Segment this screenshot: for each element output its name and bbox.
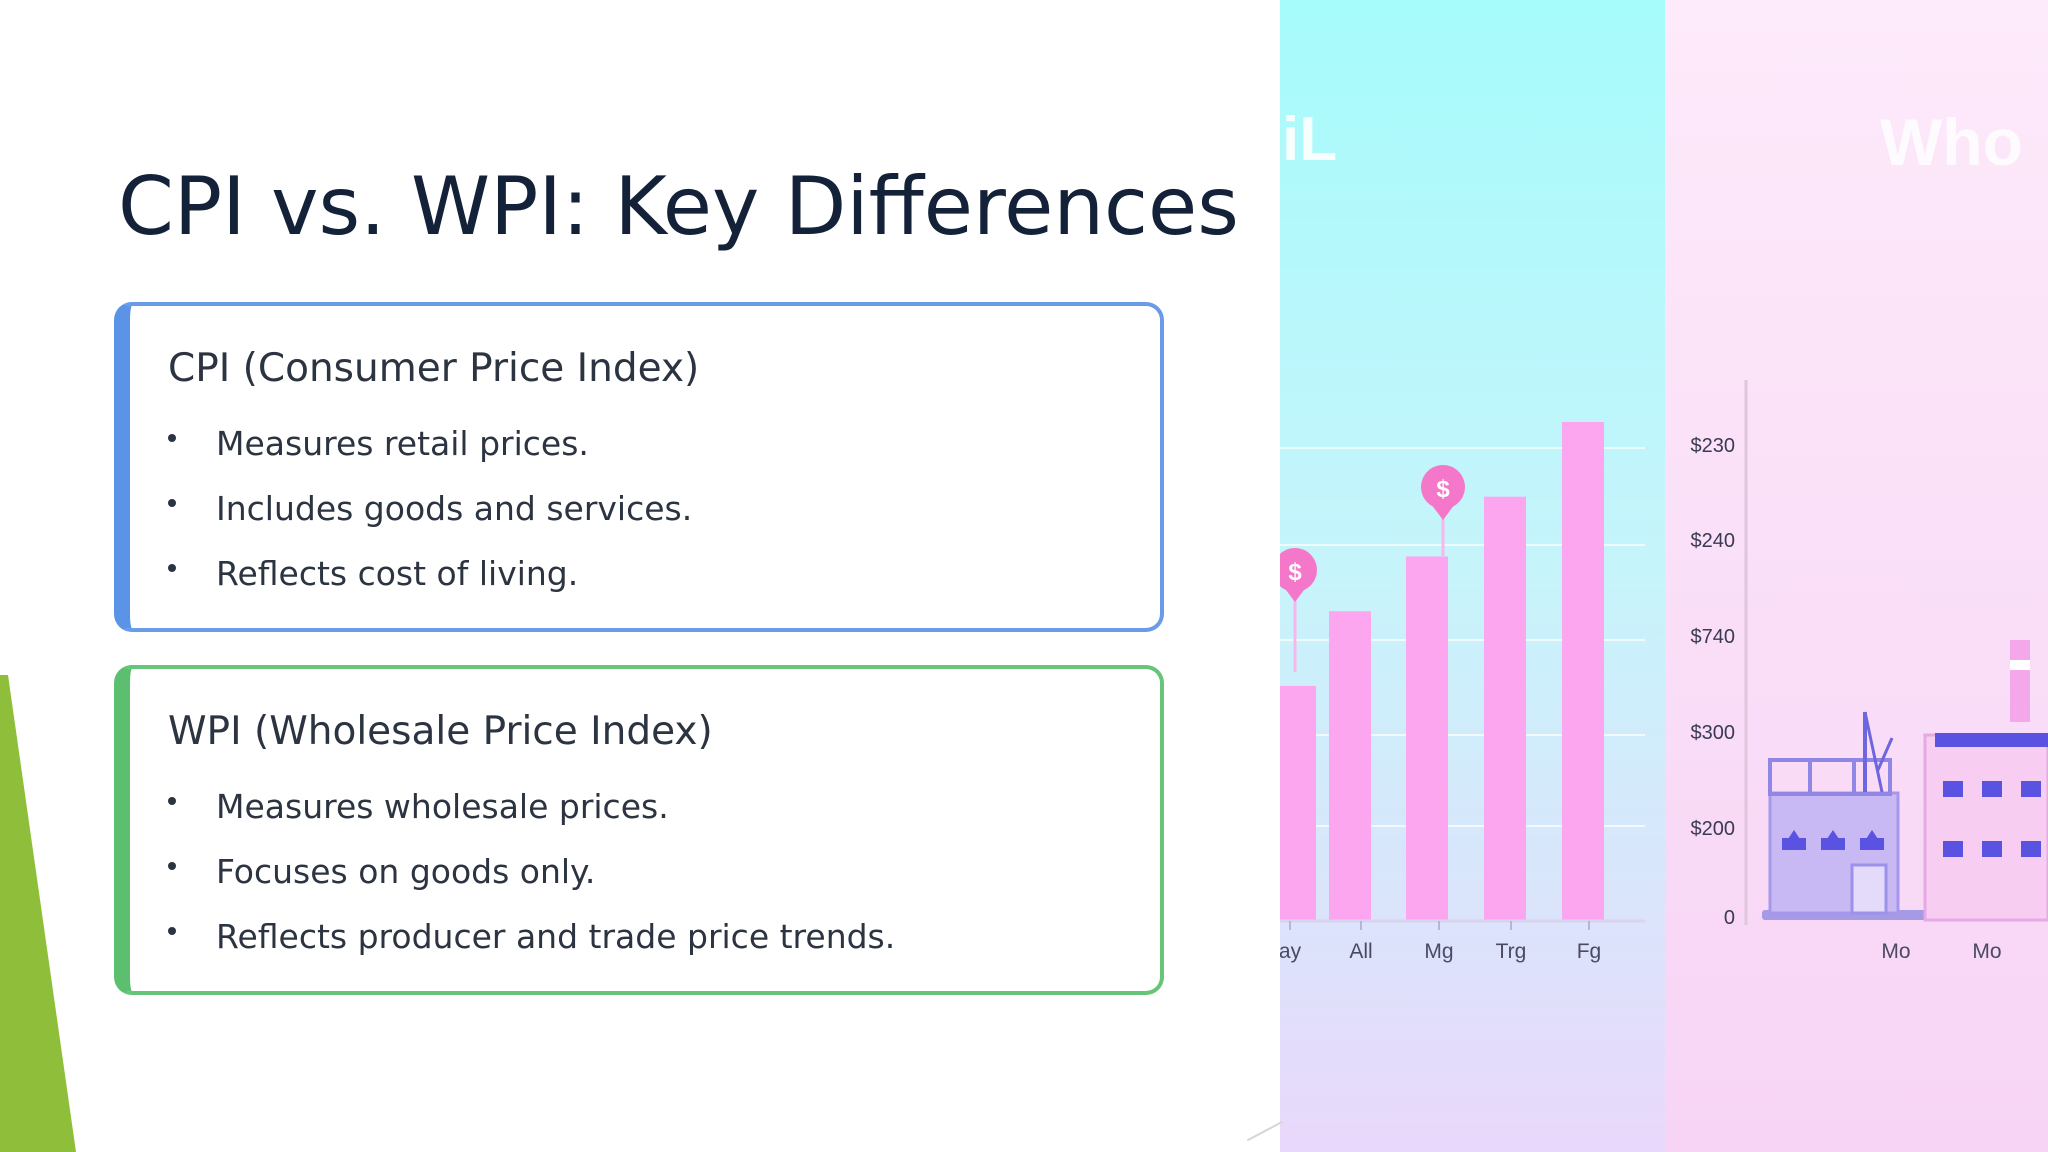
wholesale-y-tick-label: $300 [1691,722,1736,744]
warehouse-illustration [1762,711,1962,920]
wholesale-x-tick-label: Mo [1881,940,1910,963]
wholesale-y-tick-label: $200 [1691,818,1736,840]
cpi-bullet: Includes goods and services. [168,489,692,554]
wholesale-chart-x-labels: Mo Mo [1881,940,2001,963]
cpi-bullet: Reflects cost of living. [168,554,692,619]
factory-illustration [1923,640,2048,922]
wholesale-y-tick-label: 0 [1724,907,1735,929]
retail-x-tick-label: Fg [1577,940,1602,963]
green-accent-wedge [0,675,76,1152]
wholesale-y-tick-label: $740 [1691,626,1736,648]
retail-chart-bars [1280,422,1604,920]
slide-title: CPI vs. WPI: Key Differences [118,160,1239,253]
retail-bar [1562,422,1604,920]
wpi-bullet-list: Measures wholesale prices. Focuses on go… [168,787,895,982]
price-pin-left: $ [1280,548,1317,672]
cpi-bullet: Measures retail prices. [168,424,692,489]
retail-bar [1484,496,1526,920]
wholesale-y-tick-label: $230 [1691,435,1736,457]
retail-x-tick-label: Trg [1496,940,1527,963]
price-pin-right: $ [1421,465,1465,556]
cpi-card: CPI (Consumer Price Index) Measures reta… [114,302,1164,632]
retail-x-tick-label: ay [1280,940,1302,963]
retail-panel-background [1280,0,1665,1152]
wpi-bullet: Reflects producer and trade price trends… [168,917,895,982]
retail-x-tick-label: Mg [1424,940,1453,963]
wpi-card-heading: WPI (Wholesale Price Index) [168,709,713,754]
wholesale-y-tick-label: $240 [1691,530,1736,552]
wholesale-chart-y-labels: $230 $240 $740 $300 $200 0 [1691,435,1736,929]
wpi-card: WPI (Wholesale Price Index) Measures who… [114,665,1164,995]
retail-x-tick-label: All [1349,940,1372,963]
wholesale-panel-background [1665,0,2048,1152]
wholesale-panel-label: Who [1880,105,2023,179]
wholesale-x-tick-label: Mo [1972,940,2001,963]
retail-bar [1329,611,1371,920]
retail-bar [1406,556,1448,920]
retail-bar [1280,685,1316,920]
cpi-card-heading: CPI (Consumer Price Index) [168,346,700,391]
wpi-bullet: Measures wholesale prices. [168,787,895,852]
wpi-bullet: Focuses on goods only. [168,852,895,917]
illustration-canvas: iL Who ay All Mg Trg Fg $ $ $230 $240 $740 $300… [1280,0,2048,1152]
retail-panel-label: iL [1282,105,1337,174]
dollar-icon: $ [1288,559,1302,586]
dollar-icon: $ [1436,476,1450,503]
cpi-bullet-list: Measures retail prices. Includes goods a… [168,424,692,619]
retail-chart-x-labels: ay All Mg Trg Fg [1280,921,1601,963]
price-index-illustration: iL Who ay All Mg Trg Fg $ $ $230 $240 $740 $300… [1280,0,2048,1152]
divider-shadow [1246,1120,1284,1142]
